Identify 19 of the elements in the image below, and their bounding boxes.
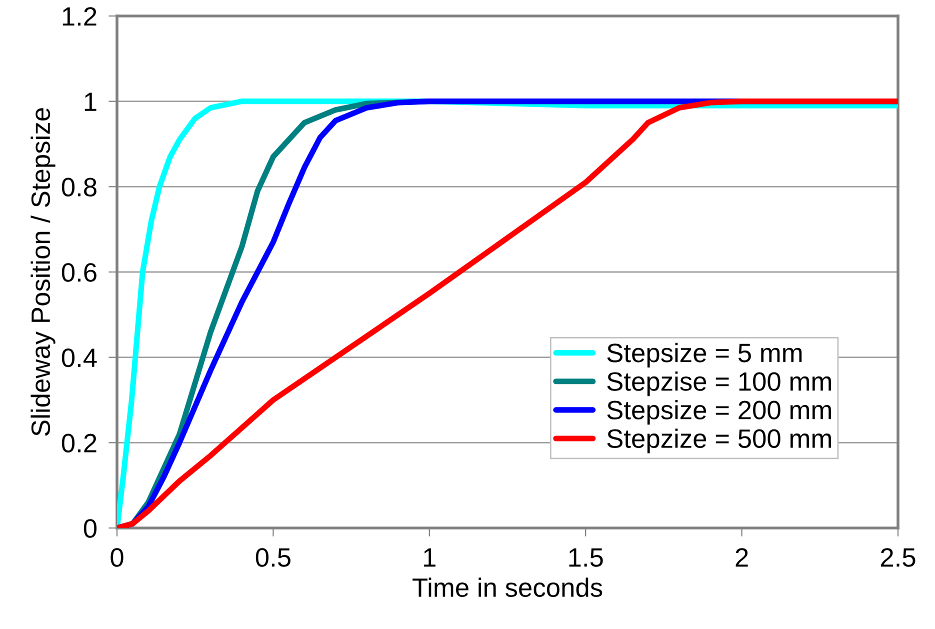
y-tick-label: 1 [84, 92, 96, 111]
legend-label: Stepzize = 500 mm [607, 428, 831, 454]
legend-label: Stepzise = 100 mm [607, 371, 831, 396]
x-tick-label: 1.5 [569, 548, 603, 567]
y-tick-label: 0.6 [62, 263, 96, 282]
legend-label: Stepsize = 200 mm [607, 400, 831, 425]
x-tick-label: 2.5 [880, 548, 916, 567]
x-axis-title: Time in seconds [412, 578, 602, 597]
x-tick-label: 2 [736, 548, 748, 567]
y-tick-label: 0.2 [62, 434, 96, 452]
legend-label: Stepsize = 5 mm [607, 342, 802, 368]
y-axis-title: Slideway Position / Stepsize [30, 108, 56, 436]
x-tick-label: 0 [110, 548, 124, 567]
x-tick-label: 0.5 [256, 548, 290, 567]
y-tick-label: 0.4 [62, 348, 97, 368]
y-tick-label: 0.8 [62, 178, 96, 196]
y-tick-label: 0 [84, 519, 97, 538]
y-tick-label: 1.2 [62, 7, 96, 26]
x-tick-label: 1 [424, 548, 436, 567]
